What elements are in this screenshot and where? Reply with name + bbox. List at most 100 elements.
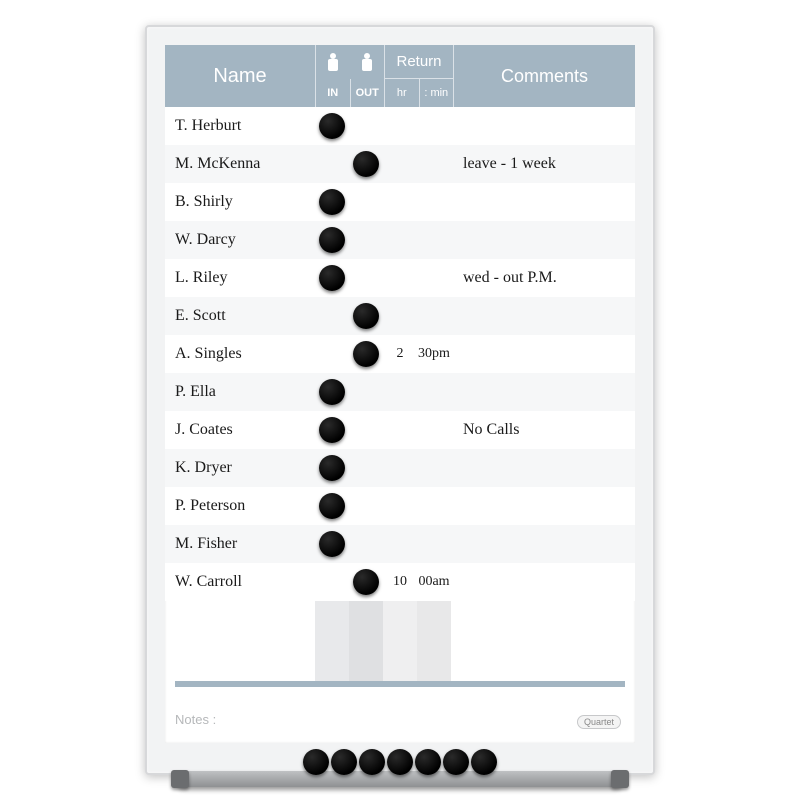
comment-cell: leave - 1 week [451,145,635,183]
return-min-cell [417,183,451,221]
return-hr-cell [383,525,417,563]
magnet-icon[interactable] [319,379,345,405]
out-cell[interactable] [349,563,383,601]
spare-magnet-icon[interactable] [443,749,469,775]
return-min-cell [417,373,451,411]
spare-magnet-icon[interactable] [303,749,329,775]
table-row: W. Carroll1000am [165,563,635,601]
name-cell: P. Ella [165,373,315,411]
in-cell[interactable] [315,145,349,183]
header-hr-label: hr [385,79,420,107]
name-cell: W. Darcy [165,221,315,259]
out-cell[interactable] [349,221,383,259]
comment-cell: No Calls [451,411,635,449]
table-row: J. CoatesNo Calls [165,411,635,449]
in-cell[interactable] [315,563,349,601]
in-cell[interactable] [315,221,349,259]
brand-badge: Quartet [577,715,621,729]
comment-cell [451,107,635,145]
out-cell[interactable] [349,449,383,487]
comment-cell [451,487,635,525]
in-cell[interactable] [315,259,349,297]
in-cell[interactable] [315,335,349,373]
magnet-icon[interactable] [319,189,345,215]
return-hr-cell: 2 [383,335,417,373]
out-cell[interactable] [349,259,383,297]
out-cell[interactable] [349,335,383,373]
comment-cell [451,297,635,335]
magnet-icon[interactable] [319,417,345,443]
spare-magnet-icon[interactable] [359,749,385,775]
header-name: Name [165,45,315,107]
return-min-cell [417,107,451,145]
out-cell[interactable] [349,183,383,221]
magnet-icon[interactable] [319,493,345,519]
in-cell[interactable] [315,487,349,525]
in-out-board: Name IN OUT Return hr : min Comments [145,25,655,775]
return-min-cell [417,449,451,487]
name-cell: M. McKenna [165,145,315,183]
return-min-cell [417,259,451,297]
magnet-icon[interactable] [319,531,345,557]
spare-magnet-icon[interactable] [387,749,413,775]
magnet-icon[interactable] [353,341,379,367]
person-in-icon [316,45,350,79]
comment-cell [451,183,635,221]
table-row: A. Singles230pm [165,335,635,373]
magnet-icon[interactable] [319,227,345,253]
return-min-cell [417,525,451,563]
comment-cell: wed - out P.M. [451,259,635,297]
out-cell[interactable] [349,373,383,411]
table-row: W. Darcy [165,221,635,259]
magnet-icon[interactable] [353,303,379,329]
return-hr-cell [383,449,417,487]
out-cell[interactable] [349,145,383,183]
spare-magnet-icon[interactable] [331,749,357,775]
comment-cell [451,221,635,259]
in-cell[interactable] [315,411,349,449]
out-cell[interactable] [349,411,383,449]
out-cell[interactable] [349,297,383,335]
table-row: M. McKenna leave - 1 week [165,145,635,183]
table-row: M. Fisher [165,525,635,563]
in-cell[interactable] [315,525,349,563]
return-hr-cell [383,411,417,449]
name-cell: K. Dryer [165,449,315,487]
in-cell[interactable] [315,373,349,411]
header-in-label: IN [316,79,351,107]
notes-label: Notes : [175,712,216,727]
name-cell: L. Riley [165,259,315,297]
in-cell[interactable] [315,183,349,221]
in-cell[interactable] [315,297,349,335]
person-out-icon [350,45,384,79]
out-cell[interactable] [349,487,383,525]
name-cell: T. Herburt [165,107,315,145]
header-min-label: : min [420,79,454,107]
spare-magnet-icon[interactable] [415,749,441,775]
magnet-icon[interactable] [353,151,379,177]
in-cell[interactable] [315,107,349,145]
magnet-icon[interactable] [319,265,345,291]
in-cell[interactable] [315,449,349,487]
spare-magnet-icon[interactable] [471,749,497,775]
header-inout: IN OUT [315,45,384,107]
magnet-icon[interactable] [353,569,379,595]
return-min-cell [417,221,451,259]
return-hr-cell [383,373,417,411]
return-hr-cell [383,221,417,259]
out-cell[interactable] [349,525,383,563]
tray-cap-right [611,770,629,788]
out-cell[interactable] [349,107,383,145]
magnet-icon[interactable] [319,455,345,481]
return-hr-cell [383,297,417,335]
comment-cell [451,373,635,411]
comment-cell [451,563,635,601]
table-row: P. Ella [165,373,635,411]
magnet-icon[interactable] [319,113,345,139]
comment-cell [451,335,635,373]
return-hr-cell [383,259,417,297]
table-row: L. Riley wed - out P.M. [165,259,635,297]
return-hr-cell [383,107,417,145]
table-row: B. Shirly [165,183,635,221]
rows-container: T. HerburtM. McKenna leave - 1 weekB. Shi… [165,107,635,601]
